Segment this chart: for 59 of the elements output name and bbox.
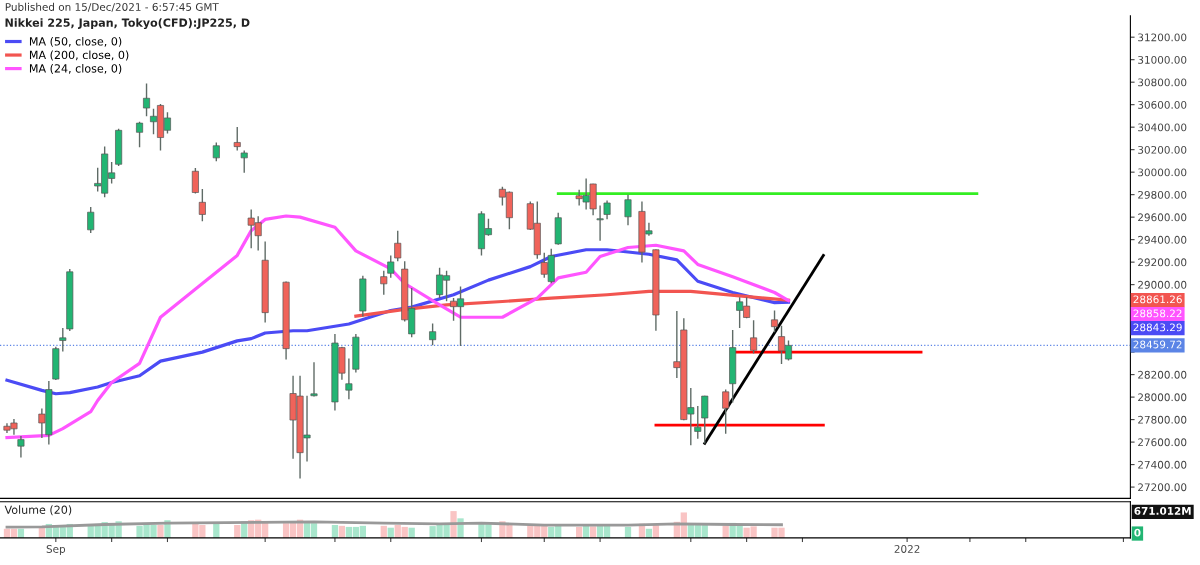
y-tick-label: 30400.00 [1138,123,1187,132]
legend-label: MA (24, close, 0) [29,64,122,74]
y-tick-label: 29400.00 [1138,235,1187,244]
candlestick [198,188,206,223]
candlestick [596,204,604,242]
candlestick [429,322,437,347]
chart-subtitle: Published on 15/Dec/2021 - 6:57:45 GMT [5,2,219,12]
y-tick-label: 27800.00 [1138,415,1187,424]
candlestick [191,167,199,195]
candlestick [212,141,220,163]
y-tick-label: 31000.00 [1138,55,1187,64]
bar [157,525,164,538]
candlestick [771,309,779,333]
text: 28858.22 [1133,309,1182,318]
candlestick [143,82,151,117]
y-tick-label: 30000.00 [1138,168,1187,177]
line-series [5,214,791,440]
candlestick [17,435,25,459]
candlestick [624,194,632,226]
candlestick [240,149,248,174]
candlestick [136,121,144,148]
y-tick-label: 29000.00 [1138,280,1187,289]
y-tick-label: 31200.00 [1138,33,1187,42]
candlestick [750,319,758,355]
y-tick-label: 29200.00 [1138,258,1187,267]
y-tick-label: 29800.00 [1138,190,1187,199]
y-tick-label: 27600.00 [1138,438,1187,447]
candlestick [380,270,388,296]
candlestick [233,126,241,152]
x-tick-label: Sep [46,545,66,555]
text: 28843.29 [1133,323,1182,332]
candlestick [394,230,402,262]
chart-title: Nikkei 225, Japan, Tokyo(CFD):JP225, D [5,18,250,30]
candlestick [387,254,395,279]
y-tick-label: 27400.00 [1138,460,1187,469]
y-tick-label: 30200.00 [1138,145,1187,154]
y-tick-label: 29600.00 [1138,213,1187,222]
chart-title: Volume (20) [4,505,72,516]
y-tick-label: 28000.00 [1138,393,1187,402]
candlestick [722,388,730,435]
text: 0 [1134,528,1141,537]
candlestick [603,199,611,220]
legend-label: MA (200, close, 0) [29,50,129,61]
candlestick [694,405,702,440]
y-tick-label: 28200.00 [1138,370,1187,379]
bar [589,526,597,538]
y-tick-label: 30800.00 [1138,78,1187,87]
ref-line-label: 28459.72 [1133,340,1182,349]
candlestick [345,357,353,401]
candlestick [87,206,95,234]
text: 28861.26 [1133,295,1182,304]
candlestick [310,361,318,398]
legend-label: MA (50, close, 0) [29,36,122,47]
text: 671.012M [1134,506,1191,515]
candlestick [59,327,67,353]
y-tick-label: 27200.00 [1138,483,1187,492]
candlestick [701,395,709,445]
y-tick-label: 30600.00 [1138,100,1187,109]
x-tick-label: 2022 [894,545,920,553]
